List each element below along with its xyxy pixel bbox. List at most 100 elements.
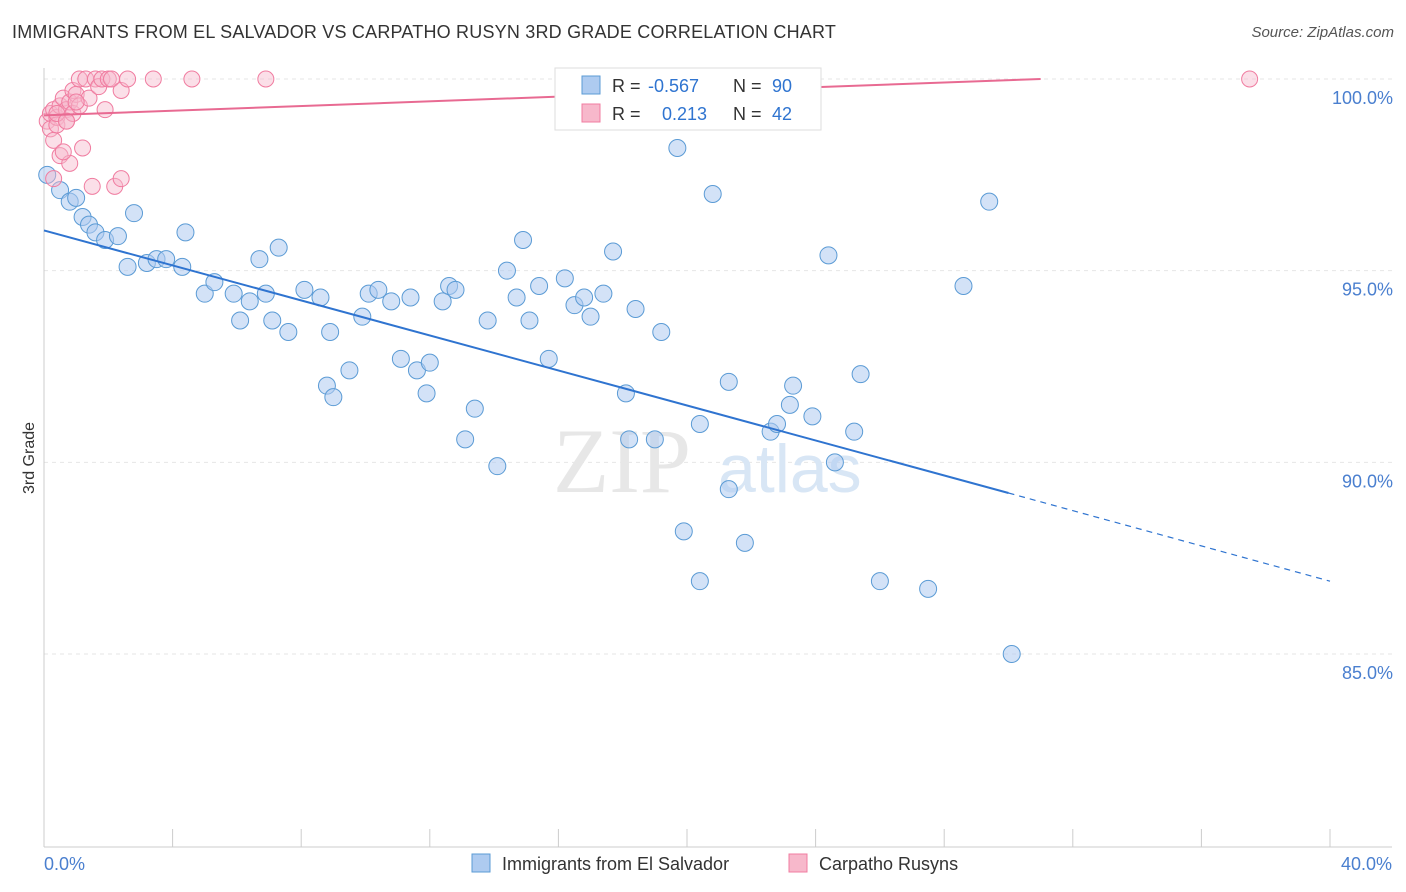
data-point-el-salvador [382,292,401,311]
data-point-el-salvador [870,572,889,591]
data-point-el-salvador [980,192,999,211]
data-point-el-salvador [520,311,539,330]
data-point-el-salvador [369,280,388,299]
data-point-carpatho-rusyn [144,70,162,88]
legend-top-swatch-pink [581,103,601,123]
data-point-el-salvador [555,269,574,288]
data-point-el-salvador [391,349,410,368]
data-point-carpatho-rusyn [96,101,114,119]
legend-top-r-value-1: -0.567 [648,76,699,96]
data-point-carpatho-rusyn [93,70,111,88]
data-point-el-salvador [784,376,803,395]
trend-lines [43,78,1331,582]
data-point-el-salvador [539,349,558,368]
data-point-el-salvador [478,311,497,330]
legend-bottom-label-blue: Immigrants from El Salvador [502,854,729,874]
data-point-el-salvador [919,579,938,598]
data-point-el-salvador [690,572,709,591]
data-point-el-salvador [321,323,340,341]
y-axis-label: 3rd Grade [21,422,38,494]
data-point-el-salvador [401,288,420,307]
data-point-el-salvador [108,227,127,246]
data-point-el-salvador [465,399,484,418]
data-point-el-salvador [446,280,465,299]
data-point-el-salvador [819,246,838,265]
data-point-carpatho-rusyn [257,70,275,88]
data-point-carpatho-rusyn [1241,70,1259,88]
data-point-el-salvador [240,292,259,311]
data-point-el-salvador [507,288,526,307]
data-point-el-salvador [626,300,645,318]
data-point-el-salvador [497,261,516,280]
data-point-el-salvador [250,250,269,269]
data-point-el-salvador [674,522,693,541]
legend-top-n-value-1: 90 [772,76,792,96]
data-point-el-salvador [735,533,754,552]
trend-line-carpatho-rusyn [43,78,1041,117]
data-point-el-salvador [118,257,137,276]
source-label: Source: ZipAtlas.com [1251,24,1394,41]
data-point-el-salvador [224,284,243,303]
data-point-el-salvador [652,323,671,341]
data-point-el-salvador [176,223,195,242]
y-axis-tick-labels: 100.0% 95.0% 90.0% 85.0% [1332,88,1393,683]
data-point-el-salvador [575,288,594,307]
legend-top-n-label-1: N = [733,76,762,96]
data-point-carpatho-rusyn [83,177,101,195]
data-point-el-salvador [954,277,973,295]
data-point-el-salvador [256,284,275,303]
data-point-el-salvador [719,480,738,499]
y-tick-label: 95.0% [1342,280,1393,300]
data-point-carpatho-rusyn [67,93,85,111]
data-point-el-salvador [851,365,870,384]
data-point-el-salvador [581,307,600,326]
chart-title: IMMIGRANTS FROM EL SALVADOR VS CARPATHO … [12,22,837,42]
data-point-el-salvador [703,185,722,203]
data-point-carpatho-rusyn [183,70,201,88]
series-carpatho-rusyns [38,70,1259,195]
data-point-carpatho-rusyn [112,170,130,188]
data-point-el-salvador [433,292,452,311]
legend-bottom-label-pink: Carpatho Rusyns [819,854,958,874]
x-tick-label-min: 0.0% [44,854,85,874]
data-point-el-salvador [845,422,864,441]
data-point-carpatho-rusyn [45,170,63,188]
data-point-el-salvador [1002,645,1021,663]
y-tick-label: 90.0% [1342,471,1393,491]
data-point-carpatho-rusyn [74,139,92,157]
trend-line-el-salvador-extrapolated [1008,492,1331,582]
trend-line-el-salvador [43,229,1009,494]
data-point-el-salvador [604,242,623,261]
data-point-el-salvador [173,257,192,276]
data-point-el-salvador [803,407,822,426]
data-point-el-salvador [530,277,549,295]
data-point-el-salvador [514,231,533,249]
data-point-el-salvador [420,353,439,372]
series-immigrants-el-salvador [38,85,1021,663]
data-point-el-salvador [269,238,288,257]
data-point-carpatho-rusyn [80,89,98,107]
y-tick-label: 85.0% [1342,663,1393,683]
data-point-el-salvador [125,204,144,223]
gridlines [44,78,1392,655]
data-point-el-salvador [668,139,687,157]
data-point-el-salvador [340,361,359,380]
legend-bottom-swatch-pink [788,853,808,873]
data-point-el-salvador [279,323,298,341]
data-point-el-salvador [488,457,507,476]
data-point-el-salvador [690,415,709,433]
data-point-el-salvador [324,388,343,407]
watermark-zip: ZIP [553,410,691,512]
legend-top-r-label-1: R = [612,76,641,96]
data-point-el-salvador [780,395,799,414]
data-point-carpatho-rusyn [54,143,72,161]
legend-top-r-value-2: 0.213 [662,104,707,124]
legend-bottom-swatch-blue [471,853,491,873]
data-point-el-salvador [263,311,282,330]
data-point-el-salvador [645,430,664,449]
data-point-el-salvador [67,188,86,207]
legend-bottom: Immigrants from El Salvador Carpatho Rus… [471,853,958,874]
legend-top-swatch-blue [581,75,601,95]
legend-top-r-label-2: R = [612,104,641,124]
